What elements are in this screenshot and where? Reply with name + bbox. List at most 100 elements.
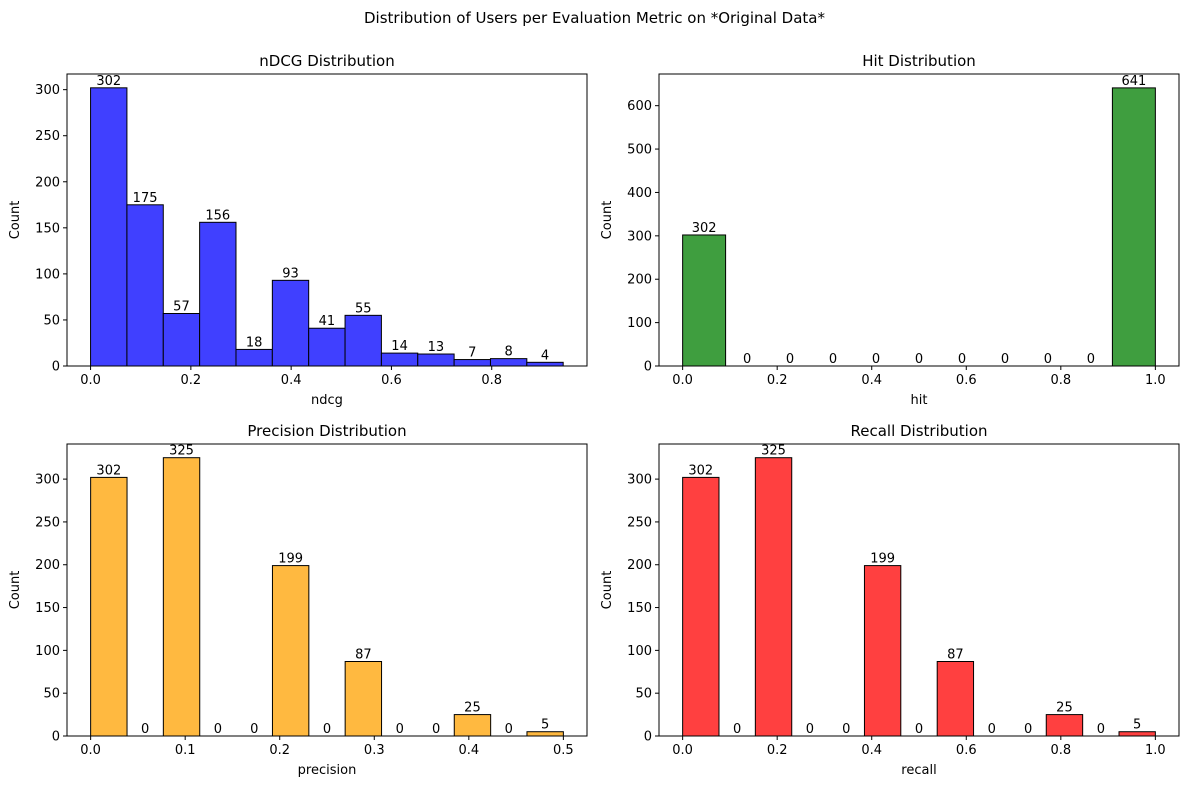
histogram-bar bbox=[453, 714, 492, 737]
y-axis-label: Count bbox=[8, 571, 23, 610]
bar-count-label: 199 bbox=[278, 552, 303, 567]
x-tick-label: 0.2 bbox=[181, 373, 202, 388]
x-tick-label: 0.0 bbox=[672, 373, 693, 388]
x-tick-label: 0.3 bbox=[364, 743, 385, 758]
y-tick-label: 100 bbox=[35, 267, 60, 282]
histogram-bar bbox=[489, 358, 528, 367]
histogram-bar bbox=[126, 204, 164, 367]
axes-frame bbox=[66, 443, 588, 737]
x-tick-label: 0.2 bbox=[767, 373, 788, 388]
y-tick-label: 500 bbox=[627, 143, 652, 158]
bar-count-label: 0 bbox=[872, 352, 880, 367]
subplot-title: nDCG Distribution bbox=[259, 52, 394, 70]
subplot-2: 302 0 0 0 0 0 0 0 0 0 641 0.0 0.2 0.4 0.6 0.8 1.0 0 100 200… bbox=[600, 52, 1180, 408]
y-tick-label: 250 bbox=[35, 515, 60, 530]
histogram-bar bbox=[199, 221, 237, 367]
x-tick-label: 0.0 bbox=[80, 743, 101, 758]
bar-count-label: 25 bbox=[1056, 701, 1073, 716]
histogram-bar bbox=[417, 353, 455, 367]
histogram-bar bbox=[235, 348, 273, 367]
bar-count-label: 87 bbox=[947, 648, 964, 663]
x-tick-label: 0.4 bbox=[458, 743, 479, 758]
bar-count-label: 199 bbox=[870, 552, 895, 567]
bar-count-label: 0 bbox=[141, 722, 149, 737]
x-axis-label: precision bbox=[298, 763, 357, 778]
bar-count-label: 0 bbox=[806, 722, 814, 737]
y-axis-label: Count bbox=[600, 571, 615, 610]
histogram-bar bbox=[90, 476, 128, 737]
bar-count-label: 5 bbox=[1133, 718, 1141, 733]
axes-frame bbox=[66, 73, 588, 367]
histogram-bar bbox=[380, 352, 419, 367]
subplot-1: 302 175 57 156 18 93 41 55 14 13 7 8 4 0.0 0.2 0.4 0.6 0.… bbox=[8, 52, 588, 408]
bar-count-label: 0 bbox=[915, 352, 923, 367]
x-tick-label: 0.6 bbox=[956, 743, 977, 758]
y-axis-label: Count bbox=[8, 201, 23, 240]
bar-count-label: 302 bbox=[96, 463, 121, 478]
x-tick-label: 0.8 bbox=[481, 373, 502, 388]
histogram-bar bbox=[682, 476, 720, 737]
y-tick-label: 250 bbox=[627, 515, 652, 530]
y-axis-label: Count bbox=[600, 201, 615, 240]
histogram-bar bbox=[682, 234, 727, 367]
y-tick-label: 100 bbox=[35, 644, 60, 659]
y-tick-label: 200 bbox=[627, 558, 652, 573]
y-tick-label: 250 bbox=[35, 129, 60, 144]
y-tick-label: 0 bbox=[644, 360, 652, 375]
bar-count-label: 0 bbox=[786, 352, 794, 367]
bar-count-label: 325 bbox=[169, 444, 194, 459]
bar-count-label: 4 bbox=[541, 348, 549, 363]
bar-count-label: 156 bbox=[205, 208, 230, 223]
bar-count-label: 0 bbox=[396, 722, 404, 737]
subplot-title: Precision Distribution bbox=[247, 422, 406, 440]
x-axis-label: ndcg bbox=[311, 393, 343, 408]
bar-count-label: 7 bbox=[468, 346, 476, 361]
bar-count-label: 0 bbox=[958, 352, 966, 367]
y-tick-label: 200 bbox=[35, 175, 60, 190]
x-tick-label: 0.8 bbox=[1050, 373, 1071, 388]
y-tick-label: 100 bbox=[627, 644, 652, 659]
bar-count-label: 57 bbox=[173, 299, 190, 314]
y-tick-label: 200 bbox=[627, 273, 652, 288]
bar-count-label: 0 bbox=[1024, 722, 1032, 737]
x-tick-label: 0.0 bbox=[672, 743, 693, 758]
y-tick-label: 0 bbox=[52, 730, 60, 745]
x-tick-label: 1.0 bbox=[1145, 373, 1166, 388]
bar-count-label: 302 bbox=[692, 221, 717, 236]
histogram-bar bbox=[1111, 87, 1156, 367]
y-tick-label: 50 bbox=[43, 687, 60, 702]
histogram-bar bbox=[344, 661, 383, 737]
bar-count-label: 0 bbox=[743, 352, 751, 367]
bar-count-label: 641 bbox=[1121, 74, 1146, 89]
bar-count-label: 302 bbox=[688, 463, 713, 478]
histogram-bar bbox=[863, 565, 902, 737]
bar-count-label: 302 bbox=[96, 74, 121, 89]
y-tick-label: 300 bbox=[627, 229, 652, 244]
bar-count-label: 55 bbox=[355, 301, 372, 316]
y-tick-label: 100 bbox=[627, 316, 652, 331]
subplot-title: Hit Distribution bbox=[862, 52, 976, 70]
bar-count-label: 0 bbox=[505, 722, 513, 737]
histogram-bar bbox=[90, 87, 128, 367]
y-tick-label: 150 bbox=[627, 601, 652, 616]
y-tick-label: 50 bbox=[43, 313, 60, 328]
bar-count-label: 0 bbox=[323, 722, 331, 737]
bar-count-label: 0 bbox=[432, 722, 440, 737]
x-tick-label: 0.4 bbox=[861, 743, 882, 758]
bar-count-label: 14 bbox=[391, 339, 408, 354]
histogram-bar bbox=[308, 327, 346, 367]
bar-count-label: 325 bbox=[761, 444, 786, 459]
bar-count-label: 0 bbox=[1044, 352, 1052, 367]
y-tick-label: 400 bbox=[627, 186, 652, 201]
histogram-bar bbox=[936, 661, 975, 737]
y-tick-label: 200 bbox=[35, 558, 60, 573]
x-tick-label: 0.0 bbox=[80, 373, 101, 388]
bar-count-label: 0 bbox=[1001, 352, 1009, 367]
bar-count-label: 0 bbox=[214, 722, 222, 737]
bar-count-label: 93 bbox=[282, 266, 299, 281]
y-tick-label: 50 bbox=[635, 687, 652, 702]
x-tick-label: 0.6 bbox=[381, 373, 402, 388]
bar-count-label: 13 bbox=[428, 340, 445, 355]
x-axis-label: hit bbox=[911, 393, 928, 408]
